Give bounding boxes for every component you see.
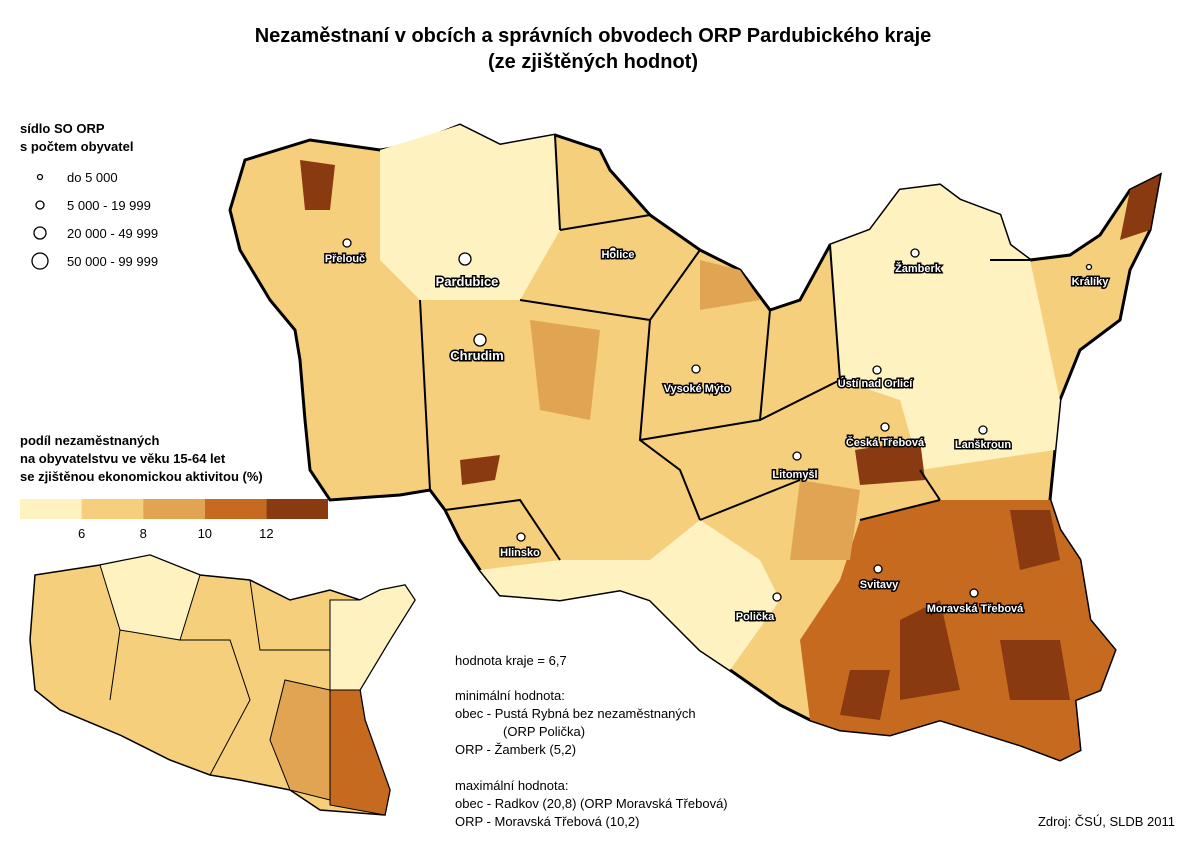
color-break: 8 bbox=[140, 526, 147, 541]
town-label: Chrudim bbox=[450, 348, 503, 363]
town-label: Hlinsko bbox=[500, 547, 540, 559]
town-marker bbox=[1085, 263, 1093, 271]
town-label: Litomyšl bbox=[772, 469, 817, 481]
color-class bbox=[266, 499, 328, 519]
color-break: 6 bbox=[78, 526, 85, 541]
town-label: Lanškroun bbox=[955, 439, 1012, 451]
size-label: do 5 000 bbox=[67, 170, 118, 185]
town-label: Přelouč bbox=[325, 253, 365, 265]
town-label: Králíky bbox=[1072, 276, 1110, 288]
size-label: 50 000 - 99 999 bbox=[67, 254, 158, 269]
town-label: Pardubice bbox=[436, 274, 499, 289]
town-label: Holice bbox=[601, 249, 634, 261]
color-legend-title: podíl nezaměstnaných bbox=[20, 433, 159, 448]
town-marker bbox=[872, 365, 882, 375]
size-label: 5 000 - 19 999 bbox=[67, 198, 151, 213]
town-marker bbox=[969, 588, 979, 598]
color-break: 12 bbox=[259, 526, 273, 541]
size-legend-title: s počtem obyvatel bbox=[20, 139, 133, 154]
town-marker bbox=[342, 238, 352, 248]
size-legend-title: sídlo SO ORP bbox=[20, 121, 105, 136]
size-symbol bbox=[36, 173, 44, 181]
town-marker bbox=[473, 333, 487, 347]
town-label: Moravská Třebová bbox=[927, 603, 1024, 615]
town-label: Polička bbox=[736, 611, 775, 623]
color-class bbox=[20, 499, 82, 519]
color-legend-title: se zjištěnou ekonomickou aktivitou (%) bbox=[20, 469, 263, 484]
town-marker bbox=[873, 564, 883, 574]
note: minimální hodnota: bbox=[455, 688, 565, 703]
note: (ORP Polička) bbox=[503, 724, 585, 739]
title: Nezaměstnaní v obcích a správních obvode… bbox=[255, 25, 932, 47]
town-marker bbox=[910, 248, 920, 258]
town-label: Vysoké Mýto bbox=[664, 383, 731, 395]
town-marker bbox=[516, 532, 526, 542]
color-class bbox=[143, 499, 205, 519]
town-marker bbox=[458, 252, 472, 266]
town-label: Ústí nad Orlicí bbox=[838, 377, 914, 390]
town-marker bbox=[608, 246, 618, 256]
main-map bbox=[228, 123, 1163, 762]
town-label: Svitavy bbox=[860, 579, 899, 591]
note: obec - Pustá Rybná bez nezaměstnaných bbox=[455, 706, 696, 721]
town-marker bbox=[978, 425, 988, 435]
size-symbol bbox=[33, 226, 47, 240]
inset-map bbox=[29, 554, 416, 816]
note: ORP - Žamberk (5,2) bbox=[455, 742, 576, 757]
note: ORP - Moravská Třebová (10,2) bbox=[455, 814, 639, 829]
size-symbol bbox=[31, 252, 49, 270]
color-break: 10 bbox=[198, 526, 212, 541]
color-class bbox=[81, 499, 144, 519]
size-label: 20 000 - 49 999 bbox=[67, 226, 158, 241]
town-label: Žamberk bbox=[895, 262, 942, 275]
note: hodnota kraje = 6,7 bbox=[455, 653, 567, 668]
color-class bbox=[204, 499, 267, 519]
source: Zdroj: ČSÚ, SLDB 2011 bbox=[1038, 814, 1175, 829]
note: maximální hodnota: bbox=[455, 778, 568, 793]
town-marker bbox=[772, 592, 782, 602]
subtitle: (ze zjištěných hodnot) bbox=[488, 51, 698, 73]
size-symbol bbox=[35, 200, 45, 210]
town-label: Česká Třebová bbox=[846, 436, 925, 449]
town-marker bbox=[880, 422, 890, 432]
note: obec - Radkov (20,8) (ORP Moravská Třebo… bbox=[455, 796, 728, 811]
town-marker bbox=[691, 364, 701, 374]
town-marker bbox=[792, 451, 802, 461]
color-legend-title: na obyvatelstvu ve věku 15-64 let bbox=[20, 451, 226, 466]
